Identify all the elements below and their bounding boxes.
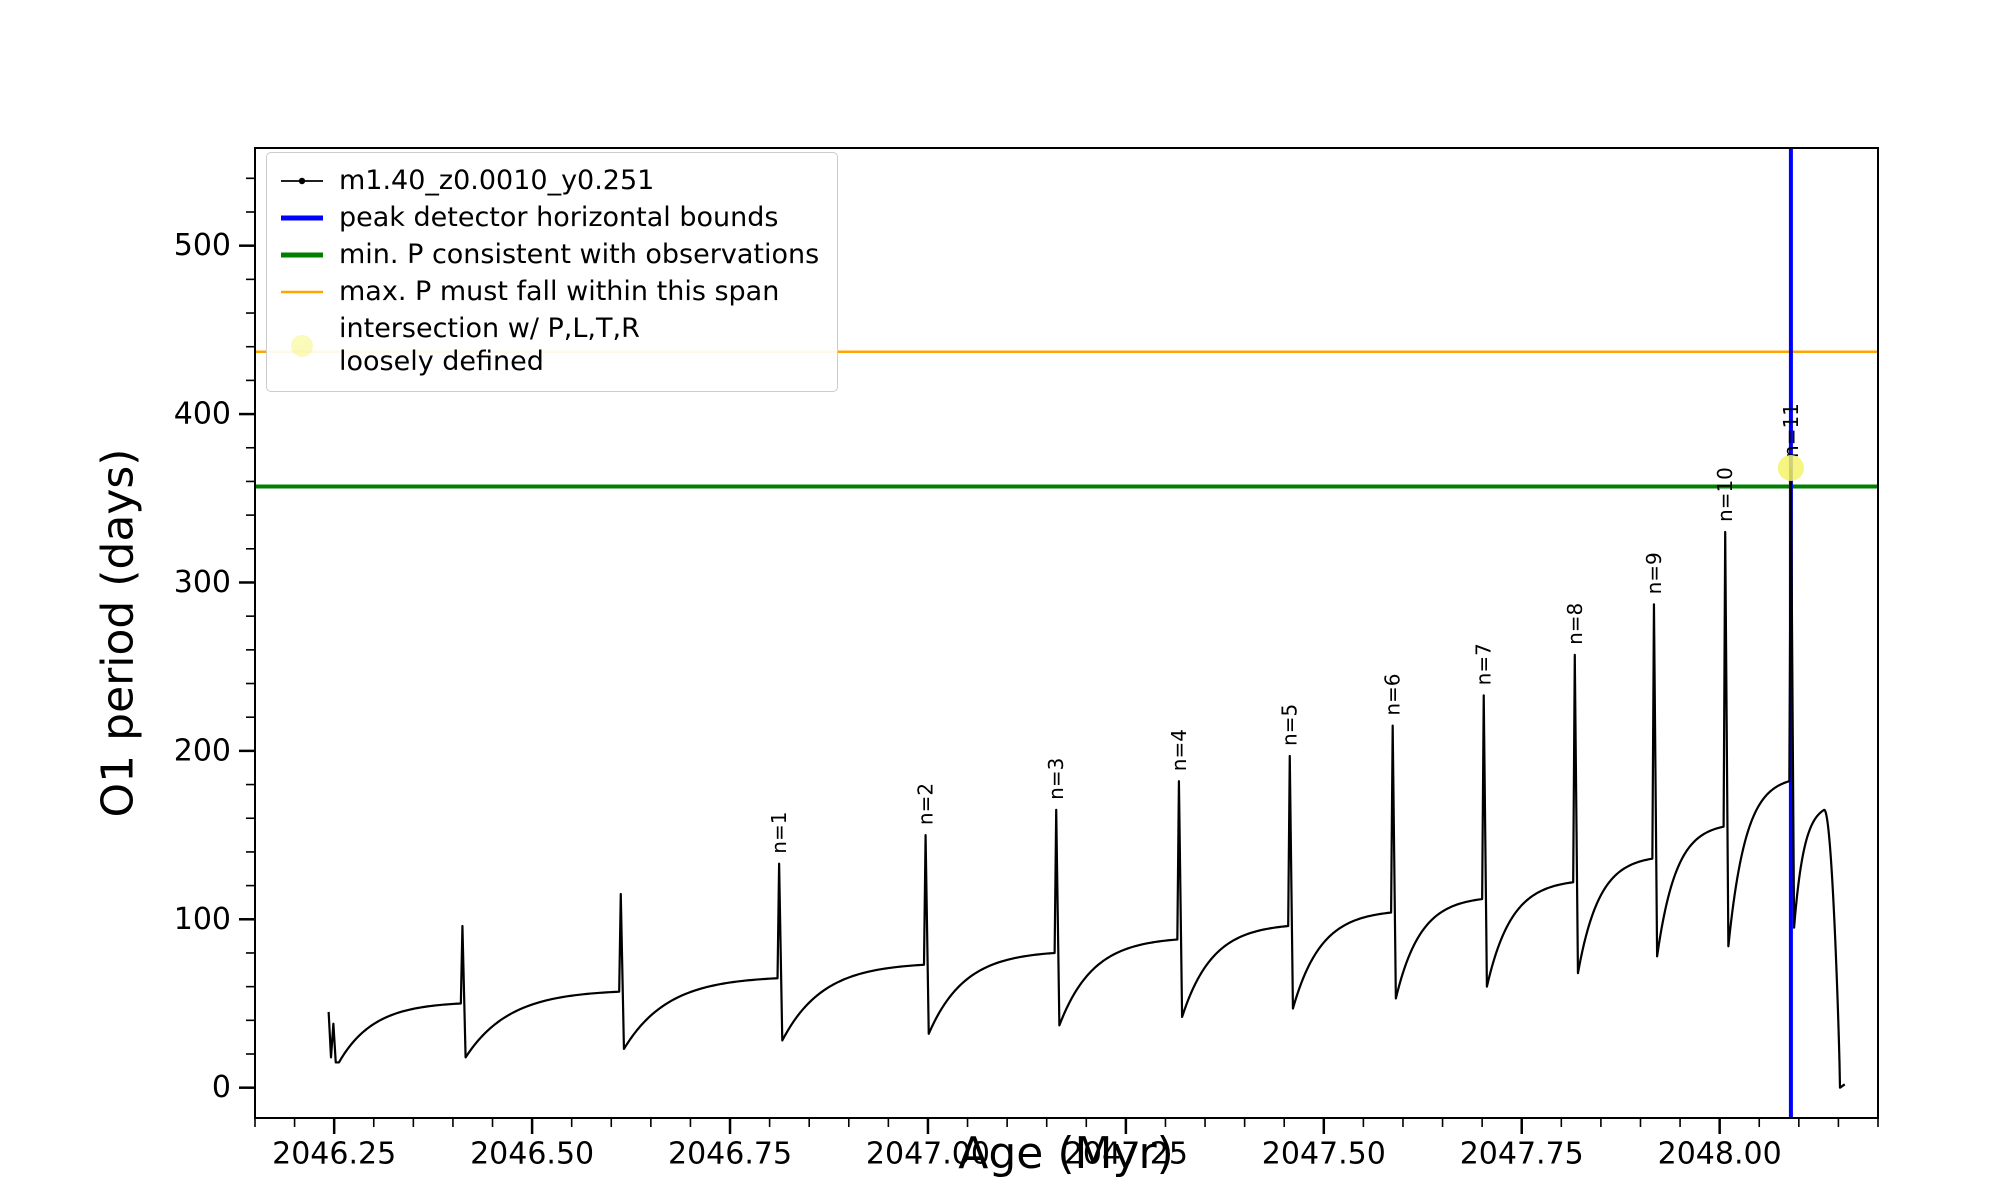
legend-marker-line-icon xyxy=(279,203,325,233)
legend-item: max. P must fall within this span xyxy=(279,276,819,309)
y-tick-label: 200 xyxy=(174,733,231,768)
y-tick-label: 300 xyxy=(174,565,231,600)
x-tick-label: 2046.50 xyxy=(470,1137,594,1172)
x-tick-label: 2047.75 xyxy=(1460,1137,1584,1172)
legend-item-label: max. P must fall within this span xyxy=(339,275,780,307)
intersection-marker xyxy=(1777,454,1804,481)
legend-item-label: intersection w/ P,L,T,R loosely defined xyxy=(339,312,640,377)
legend-marker-dot-icon xyxy=(279,331,325,361)
peak-label-n-1: n=1 xyxy=(767,812,791,854)
legend-item-label: min. P consistent with observations xyxy=(339,238,820,270)
legend-marker-line-icon xyxy=(279,277,325,307)
legend-marker-line-icon xyxy=(279,240,325,270)
legend-item: min. P consistent with observations xyxy=(279,239,819,272)
peak-label-n-4: n=4 xyxy=(1167,729,1191,771)
y-tick-label: 100 xyxy=(174,902,231,937)
x-tick-label: 2048.00 xyxy=(1658,1137,1782,1172)
x-axis-label: Age (Myr) xyxy=(958,1128,1174,1179)
y-axis-label: O1 period (days) xyxy=(92,448,144,818)
peak-label-n-7: n=7 xyxy=(1472,643,1496,685)
x-tick-label: 2047.00 xyxy=(866,1137,990,1172)
legend-item: peak detector horizontal bounds xyxy=(279,202,819,235)
legend-item-label: peak detector horizontal bounds xyxy=(339,201,779,233)
legend-item: m1.40_z0.0010_y0.251 xyxy=(279,165,819,198)
legend-item: intersection w/ P,L,T,R loosely defined xyxy=(279,313,819,379)
peak-label-n-10: n=10 xyxy=(1713,467,1737,522)
peak-label-n-6: n=6 xyxy=(1381,673,1405,715)
axes-spines xyxy=(254,147,1879,1119)
peak-label-n-2: n=2 xyxy=(914,783,938,825)
x-tick-label: 2047.25 xyxy=(1064,1137,1188,1172)
y-tick-label: 0 xyxy=(212,1070,231,1105)
legend-item-label: m1.40_z0.0010_y0.251 xyxy=(339,165,655,196)
x-tick-label: 2046.25 xyxy=(272,1137,396,1172)
peak-label-n-8: n=8 xyxy=(1563,603,1587,645)
x-tick-label: 2046.75 xyxy=(668,1137,792,1172)
peak-label-n-3: n=3 xyxy=(1044,758,1068,800)
y-tick-label: 400 xyxy=(174,397,231,432)
peak-label-n-11: n=11 xyxy=(1779,403,1803,458)
y-tick-label: 500 xyxy=(174,228,231,263)
series-curve xyxy=(327,466,1846,1089)
legend-marker-line-dot-icon xyxy=(279,166,325,196)
peak-label-n-9: n=9 xyxy=(1642,552,1666,594)
x-tick-label: 2047.50 xyxy=(1262,1137,1386,1172)
peak-label-n-5: n=5 xyxy=(1278,704,1302,746)
